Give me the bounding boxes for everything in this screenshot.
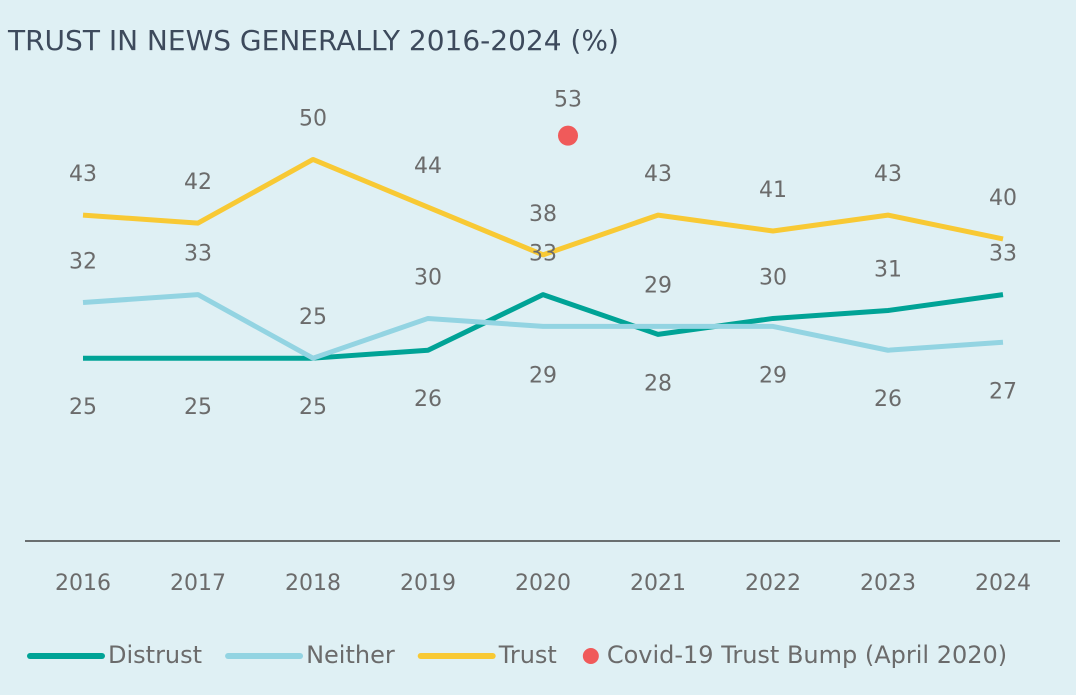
- line-2: [82, 156, 1004, 258]
- legend-label: Neither: [306, 641, 395, 669]
- x-tick-label: 2018: [285, 571, 341, 596]
- data-label: 25: [184, 395, 212, 420]
- data-label: 29: [529, 363, 557, 388]
- data-label: 25: [299, 395, 327, 420]
- data-label: 40: [989, 186, 1017, 211]
- data-label: 38: [529, 202, 557, 227]
- x-tick-label: 2016: [55, 571, 111, 596]
- data-label: 30: [759, 265, 787, 290]
- data-label: 41: [759, 178, 787, 203]
- legend-label: Distrust: [108, 641, 202, 669]
- x-tick-label: 2022: [745, 571, 801, 596]
- x-tick-label: 2019: [400, 571, 456, 596]
- x-tick-label: 2024: [975, 571, 1031, 596]
- data-label: 25: [69, 395, 97, 420]
- data-label: 31: [874, 258, 902, 283]
- data-label: 50: [299, 106, 327, 131]
- data-label: 44: [414, 154, 442, 179]
- chart-title: TRUST IN NEWS GENERALLY 2016-2024 (%): [7, 24, 619, 57]
- x-tick-label: 2021: [630, 571, 686, 596]
- data-label: 26: [874, 387, 902, 412]
- data-label: 27: [989, 379, 1017, 404]
- line-0: [83, 292, 1004, 361]
- covid-point: [558, 125, 578, 146]
- line-1: [82, 292, 1004, 361]
- data-label: 53: [554, 88, 582, 113]
- data-label: 28: [644, 371, 672, 396]
- data-label: 29: [759, 363, 787, 388]
- x-tick-label: 2017: [170, 571, 226, 596]
- legend-marker: [582, 648, 599, 664]
- data-label: 33: [184, 242, 212, 267]
- data-label: 30: [414, 265, 442, 290]
- data-label: 33: [529, 242, 557, 267]
- data-label: 43: [69, 162, 97, 187]
- data-label: 26: [414, 387, 442, 412]
- data-label: 43: [874, 162, 902, 187]
- x-tick-label: 2023: [860, 571, 916, 596]
- data-label: 29: [644, 273, 672, 298]
- x-tick-label: 2020: [515, 571, 571, 596]
- data-label: 43: [644, 162, 672, 187]
- legend-label: Covid-19 Trust Bump (April 2020): [607, 641, 1007, 669]
- legend-label: Trust: [498, 641, 557, 669]
- data-label: 33: [989, 242, 1017, 267]
- data-label: 42: [184, 170, 212, 195]
- data-label: 25: [299, 305, 327, 330]
- data-label: 32: [69, 250, 97, 275]
